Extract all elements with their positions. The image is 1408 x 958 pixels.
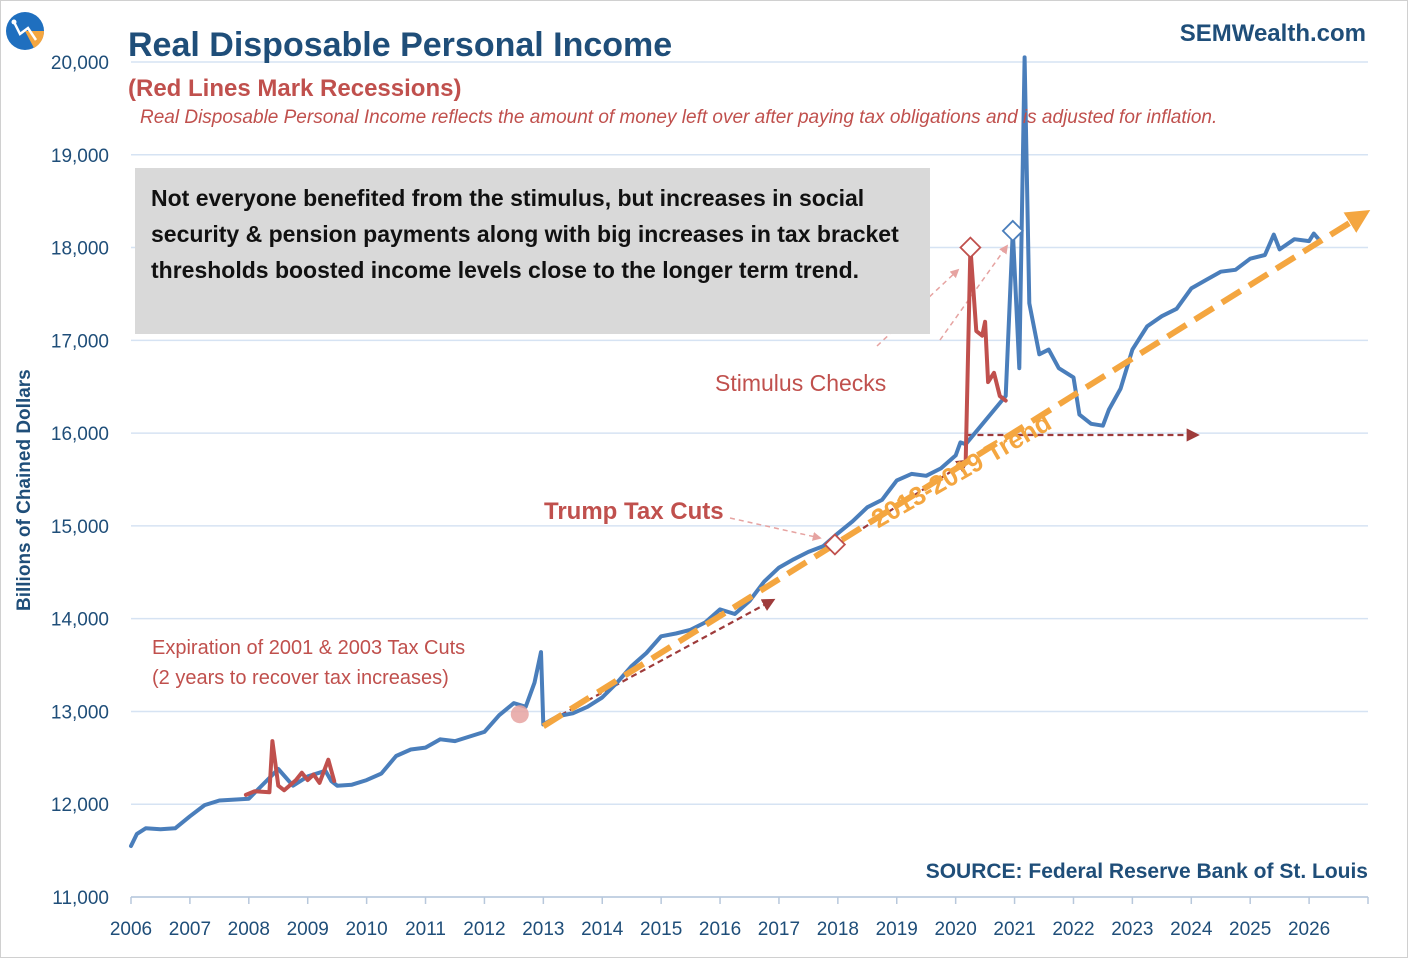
y-tick-label: 11,000	[52, 888, 109, 909]
trend-layer	[541, 209, 1371, 729]
y-tick-label: 19,000	[51, 146, 109, 167]
chart-description: Real Disposable Personal Income reflects…	[140, 107, 1218, 128]
y-tick-label: 15,000	[51, 517, 109, 538]
x-tick-label: 2018	[817, 919, 859, 940]
x-tick-label: 2017	[758, 919, 800, 940]
x-tick-label: 2024	[1170, 919, 1213, 940]
callout-box: Not everyone benefited from the stimulus…	[135, 168, 930, 334]
marker-layer	[510, 219, 1024, 724]
x-tick-label: 2020	[935, 919, 977, 940]
trend-line	[541, 209, 1371, 729]
x-tick-label: 2023	[1111, 919, 1153, 940]
axes: 11,000 12,000 13,000 14,000 15,000 16,000 17,0…	[51, 53, 1369, 940]
event-marker	[823, 533, 847, 556]
x-tick-label: 2019	[876, 919, 918, 940]
x-tick-label: 2011	[405, 919, 446, 940]
x-tick-label: 2014	[581, 919, 624, 940]
y-axis-label: Billions of Chained Dollars	[14, 369, 35, 611]
y-tick-label: 17,000	[51, 331, 109, 352]
x-tick-label: 2022	[1052, 919, 1094, 940]
recession-series-line	[963, 245, 1008, 463]
x-tick-label: 2006	[110, 919, 152, 940]
y-tick-label: 13,000	[51, 702, 109, 723]
trump-tax-cuts-annotation: Trump Tax Cuts	[544, 498, 724, 525]
chart-title: Real Disposable Personal Income	[128, 26, 673, 64]
semwealth-logo	[6, 12, 45, 50]
x-tick-label: 2026	[1288, 919, 1330, 940]
x-tick-label: 2015	[640, 919, 682, 940]
source-label: SOURCE: Federal Reserve Bank of St. Loui…	[925, 860, 1368, 883]
x-tick-label: 2008	[228, 919, 270, 940]
series-layer	[129, 55, 1320, 848]
x-tick-label: 2012	[463, 919, 505, 940]
y-tick-label: 16,000	[51, 424, 109, 445]
expiration-annotation-line1: Expiration of 2001 & 2003 Tax Cuts	[152, 637, 466, 659]
recession-series-line	[243, 739, 337, 797]
stimulus-annotation: Stimulus Checks	[715, 370, 887, 396]
y-tick-label: 14,000	[51, 610, 109, 631]
x-tick-label: 2025	[1229, 919, 1271, 940]
income-series-line	[129, 55, 1320, 848]
expiration-marker	[510, 705, 529, 724]
x-tick-label: 2016	[699, 919, 741, 940]
chart-subtitle: (Red Lines Mark Recessions)	[128, 75, 462, 102]
x-tick-label: 2007	[169, 919, 211, 940]
annotation-pointer	[729, 517, 822, 541]
y-tick-label: 18,000	[51, 239, 109, 260]
y-tick-label: 20,000	[51, 53, 109, 74]
expiration-annotation-line2: (2 years to recover tax increases)	[152, 667, 449, 689]
event-marker	[959, 236, 982, 259]
x-tick-label: 2021	[993, 919, 1035, 940]
gridlines	[131, 61, 1368, 898]
y-tick-label: 12,000	[51, 795, 109, 816]
event-marker	[1001, 219, 1024, 243]
x-tick-label: 2010	[345, 919, 387, 940]
x-tick-label: 2009	[287, 919, 329, 940]
x-tick-label: 2013	[522, 919, 564, 940]
brand-label: SEMWealth.com	[1179, 20, 1366, 47]
